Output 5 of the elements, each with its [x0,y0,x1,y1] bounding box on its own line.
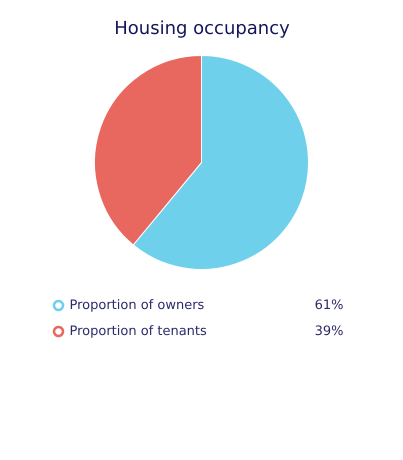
chart-title: Housing occupancy [114,18,290,39]
legend-label: Proportion of owners [70,298,205,313]
legend-label: Proportion of tenants [70,324,208,339]
data-label: 39% [314,324,344,339]
data-label: 61% [314,298,344,313]
